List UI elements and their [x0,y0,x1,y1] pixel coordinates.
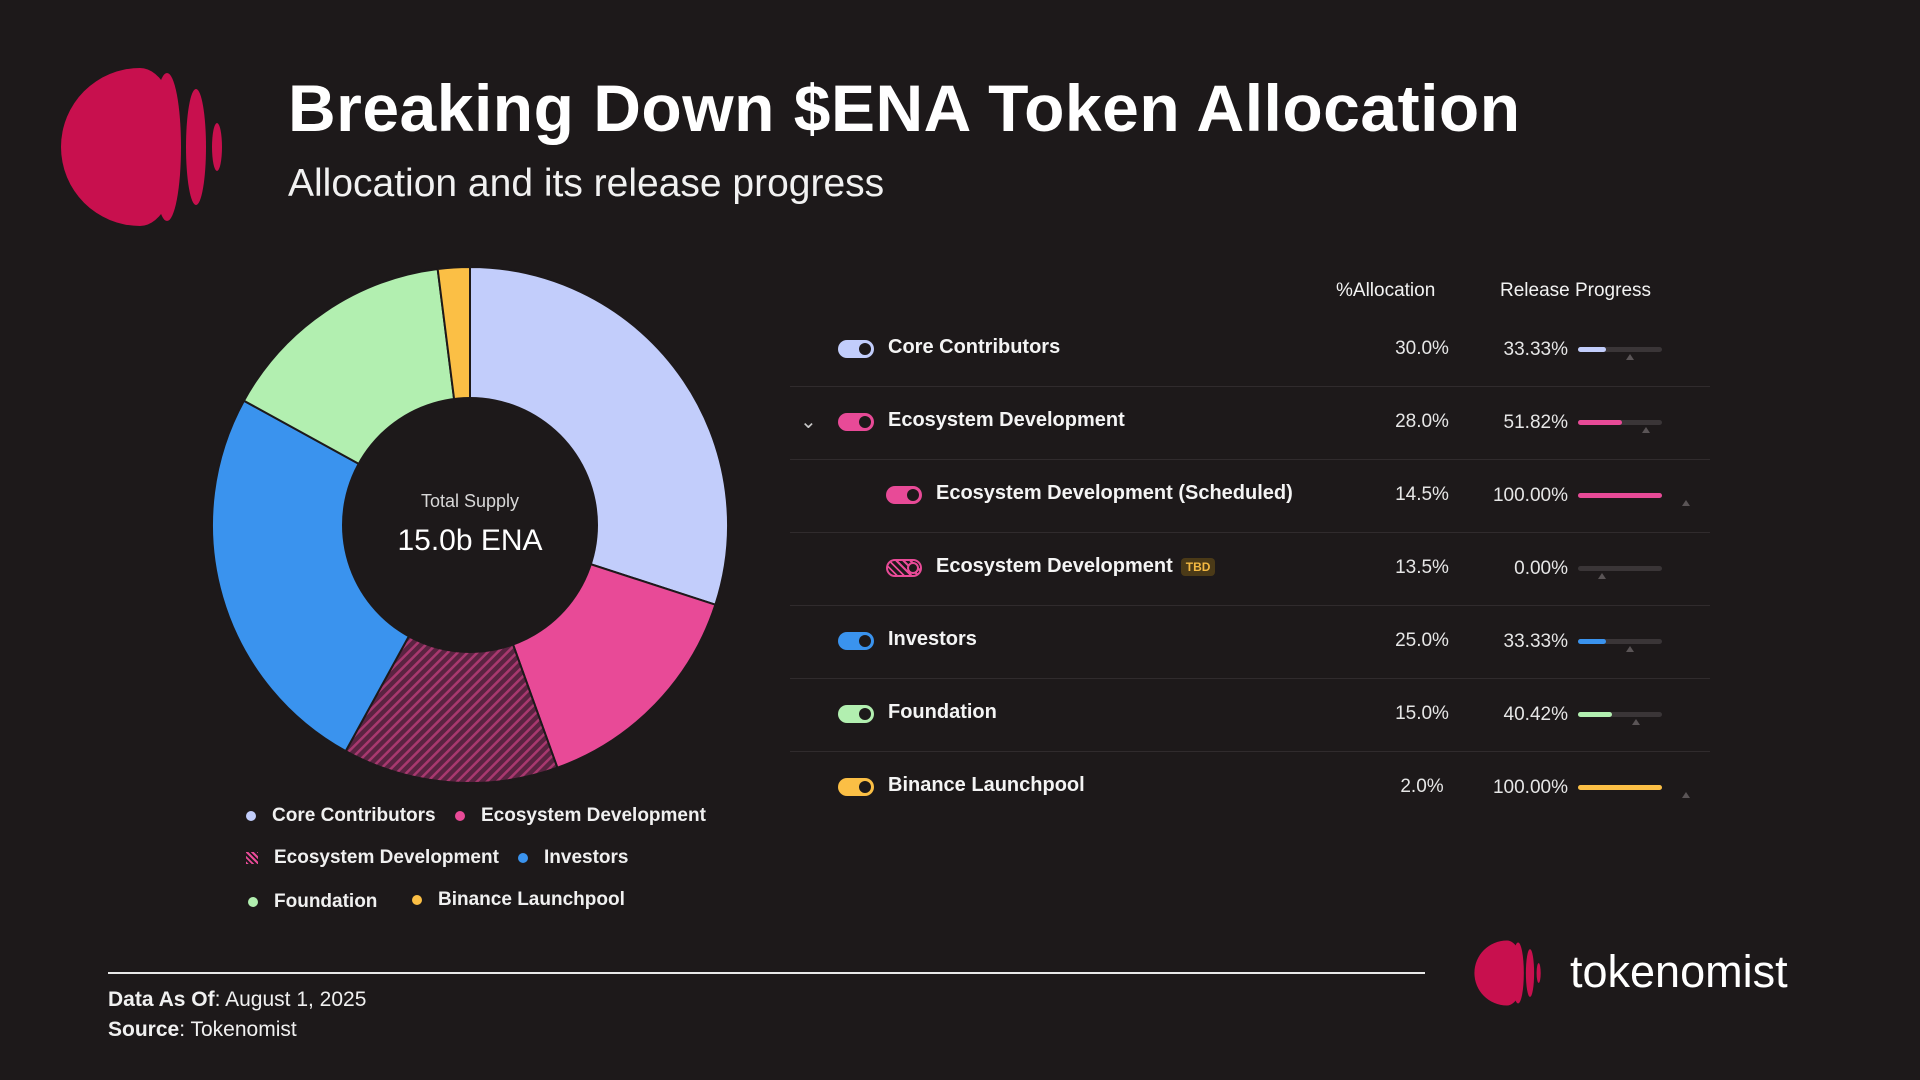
tbd-badge: TBD [1180,557,1216,576]
progress-bar [1578,566,1662,579]
progress-bar [1578,785,1690,798]
progress-bar [1578,420,1662,433]
legend-item[interactable]: Ecosystem Development [246,847,499,869]
footer-divider [108,972,1425,974]
brand-wordmark: tokenomist [1570,946,1788,997]
source-line: Source: Tokenomist [108,1018,297,1041]
toggle-switch[interactable] [886,486,922,504]
column-header-release-progress: Release Progress [1500,280,1652,301]
table-row-investors[interactable]: Investors 25.0% 33.33% [790,606,1710,679]
legend-item[interactable]: Foundation [248,891,377,913]
legend-dot [455,811,465,821]
legend-label: Ecosystem Development [481,805,706,826]
row-allocation: 25.0% [1395,630,1449,651]
center-value: 15.0b ENA [397,524,542,557]
legend-item[interactable]: Ecosystem Development [455,805,706,827]
row-progress-value: 40.42% [1503,704,1568,725]
page-title: Breaking Down $ENA Token Allocation [288,71,1521,145]
legend-item[interactable]: Investors [518,847,628,869]
table-row-binance-launchpool[interactable]: Binance Launchpool 2.0% 100.00% [790,752,1710,824]
toggle-switch[interactable] [838,413,874,431]
legend-dot [518,853,528,863]
row-name: Ecosystem Development [888,409,1125,431]
allocation-table: %Allocation Release Progress Core Contri… [790,270,1710,810]
legend-label: Investors [544,847,629,868]
row-allocation: 28.0% [1395,411,1449,432]
chart-legend: Core Contributors Ecosystem Development … [240,805,760,925]
toggle-switch[interactable] [838,705,874,723]
legend-item[interactable]: Core Contributors [246,805,436,827]
row-name: Investors [888,628,977,650]
table-row-ecosystem-development-scheduled[interactable]: Ecosystem Development (Scheduled) 14.5% … [790,460,1710,533]
legend-dot [412,895,422,905]
toggle-switch[interactable] [838,778,874,796]
legend-item[interactable]: Binance Launchpool [412,889,625,911]
table-row-core-contributors[interactable]: Core Contributors 30.0% 33.33% [790,314,1710,387]
row-name: Ecosystem Development [936,555,1173,577]
toggle-switch[interactable] [838,340,874,358]
row-progress-value: 51.82% [1503,412,1568,433]
legend-dot [246,811,256,821]
legend-hatch-swatch [246,852,258,864]
allocation-donut-chart: Total Supply 15.0b ENA [211,265,729,784]
row-progress-value: 33.33% [1503,631,1568,652]
data-as-of: Data As Of: August 1, 2025 [108,988,367,1011]
toggle-switch[interactable] [838,632,874,650]
chevron-down-icon[interactable]: ⌄ [800,411,817,433]
row-progress-value: 100.00% [1492,777,1568,798]
progress-bar [1578,493,1690,506]
row-allocation: 30.0% [1395,338,1449,359]
progress-bar [1578,347,1662,360]
row-allocation: 14.5% [1395,484,1449,505]
row-allocation: 15.0% [1395,703,1449,724]
legend-label: Foundation [274,891,378,912]
row-name: Binance Launchpool [888,774,1085,796]
progress-bar [1578,712,1662,725]
row-allocation: 2.0% [1400,776,1444,797]
table-row-ecosystem-development[interactable]: ⌄ Ecosystem Development 28.0% 51.82% [790,387,1710,460]
slice-investors[interactable] [211,399,472,753]
tokenomist-logo-icon [1474,940,1541,1006]
legend-label: Binance Launchpool [438,889,625,910]
legend-label: Ecosystem Development [274,847,499,868]
row-progress-value: 100.00% [1492,485,1568,506]
row-progress-value: 33.33% [1503,339,1568,360]
row-name: Core Contributors [888,336,1061,358]
row-name: Ecosystem Development (Scheduled) [936,482,1293,504]
legend-dot [248,897,258,907]
page-subtitle: Allocation and its release progress [288,162,885,205]
row-progress-value: 0.00% [1514,558,1568,579]
row-name: Foundation [888,701,997,723]
legend-label: Core Contributors [272,805,436,826]
slice-ecosystem-tbd[interactable] [344,522,559,784]
toggle-switch[interactable] [886,559,922,577]
table-row-ecosystem-development-tbd[interactable]: Ecosystem Development TBD 13.5% 0.00% [790,533,1710,606]
progress-bar [1578,639,1662,652]
tokenomist-logo-icon [61,68,222,226]
center-label: Total Supply [421,491,519,511]
table-row-foundation[interactable]: Foundation 15.0% 40.42% [790,679,1710,752]
column-header-allocation: %Allocation [1336,280,1436,301]
row-allocation: 13.5% [1395,557,1449,578]
